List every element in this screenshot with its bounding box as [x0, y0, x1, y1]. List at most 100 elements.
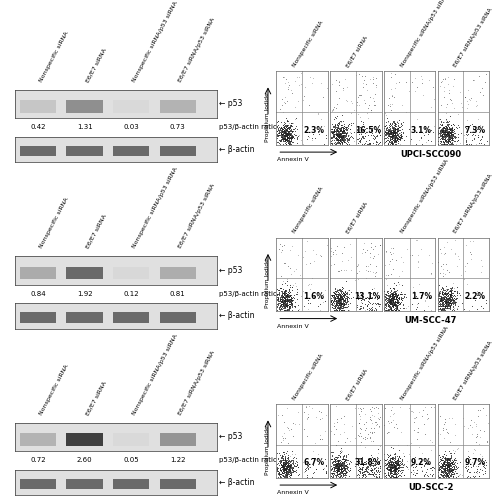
Point: [448, 283, 456, 291]
Point: [368, 457, 376, 465]
Point: [441, 295, 449, 303]
Point: [329, 290, 337, 298]
Point: [385, 472, 393, 480]
Point: [316, 414, 324, 422]
Point: [394, 298, 402, 306]
Point: [382, 248, 390, 256]
Point: [276, 297, 284, 305]
Point: [436, 412, 444, 420]
Point: [394, 460, 402, 468]
Point: [335, 120, 343, 128]
Point: [427, 446, 435, 454]
Point: [395, 280, 403, 287]
Point: [332, 462, 340, 469]
Point: [440, 136, 448, 143]
Point: [359, 120, 367, 128]
Point: [278, 468, 286, 476]
Point: [340, 300, 348, 308]
Point: [359, 132, 367, 140]
Point: [465, 140, 473, 147]
Point: [441, 465, 449, 473]
Point: [358, 72, 366, 80]
Point: [283, 298, 291, 306]
Point: [332, 128, 340, 136]
Point: [389, 290, 397, 298]
Point: [310, 456, 318, 464]
Point: [447, 290, 454, 298]
Point: [331, 134, 339, 142]
Point: [399, 461, 407, 469]
Point: [280, 298, 288, 306]
Point: [438, 132, 446, 140]
Point: [329, 298, 337, 306]
Point: [450, 125, 457, 133]
Point: [287, 126, 295, 134]
Point: [367, 466, 375, 473]
Point: [444, 461, 452, 469]
Point: [474, 134, 482, 141]
Point: [282, 458, 290, 466]
Point: [386, 300, 394, 308]
Point: [285, 128, 292, 136]
Point: [380, 136, 388, 143]
Point: [450, 287, 458, 295]
Point: [284, 458, 291, 466]
Point: [439, 458, 447, 466]
Point: [435, 451, 443, 459]
Point: [386, 292, 394, 300]
Point: [340, 292, 348, 300]
Point: [288, 298, 295, 306]
Point: [464, 100, 472, 108]
Point: [453, 294, 460, 302]
Point: [337, 464, 345, 472]
Point: [412, 140, 419, 148]
Point: [463, 466, 471, 474]
Point: [340, 137, 348, 145]
Point: [389, 294, 397, 302]
Point: [284, 126, 291, 134]
Point: [454, 136, 462, 143]
Point: [281, 472, 288, 480]
Point: [443, 470, 451, 478]
Point: [335, 430, 343, 438]
Point: [339, 466, 347, 474]
Point: [284, 462, 292, 470]
Point: [340, 128, 348, 136]
Point: [439, 128, 447, 136]
Point: [443, 132, 451, 140]
Point: [273, 118, 281, 126]
Point: [329, 464, 337, 471]
Point: [387, 122, 395, 130]
Point: [464, 464, 472, 472]
Point: [441, 464, 449, 472]
Point: [328, 290, 335, 298]
Point: [333, 132, 341, 140]
Point: [454, 130, 462, 138]
Point: [329, 467, 337, 475]
Point: [435, 133, 443, 141]
Point: [284, 463, 291, 471]
Point: [333, 294, 341, 302]
Point: [338, 129, 346, 137]
Point: [337, 298, 345, 306]
Point: [319, 465, 327, 473]
Point: [347, 266, 355, 274]
Point: [462, 464, 470, 472]
Point: [451, 431, 459, 439]
Point: [338, 130, 346, 138]
Point: [329, 454, 337, 462]
Point: [284, 135, 291, 143]
Point: [450, 298, 457, 306]
Point: [440, 305, 448, 313]
Point: [442, 446, 450, 454]
Point: [332, 460, 340, 468]
Point: [413, 470, 421, 478]
Point: [273, 303, 281, 311]
Point: [278, 287, 286, 295]
Point: [454, 252, 462, 260]
Point: [393, 456, 401, 464]
Point: [336, 117, 344, 125]
Point: [340, 126, 348, 134]
Point: [392, 457, 400, 465]
Point: [303, 432, 311, 440]
